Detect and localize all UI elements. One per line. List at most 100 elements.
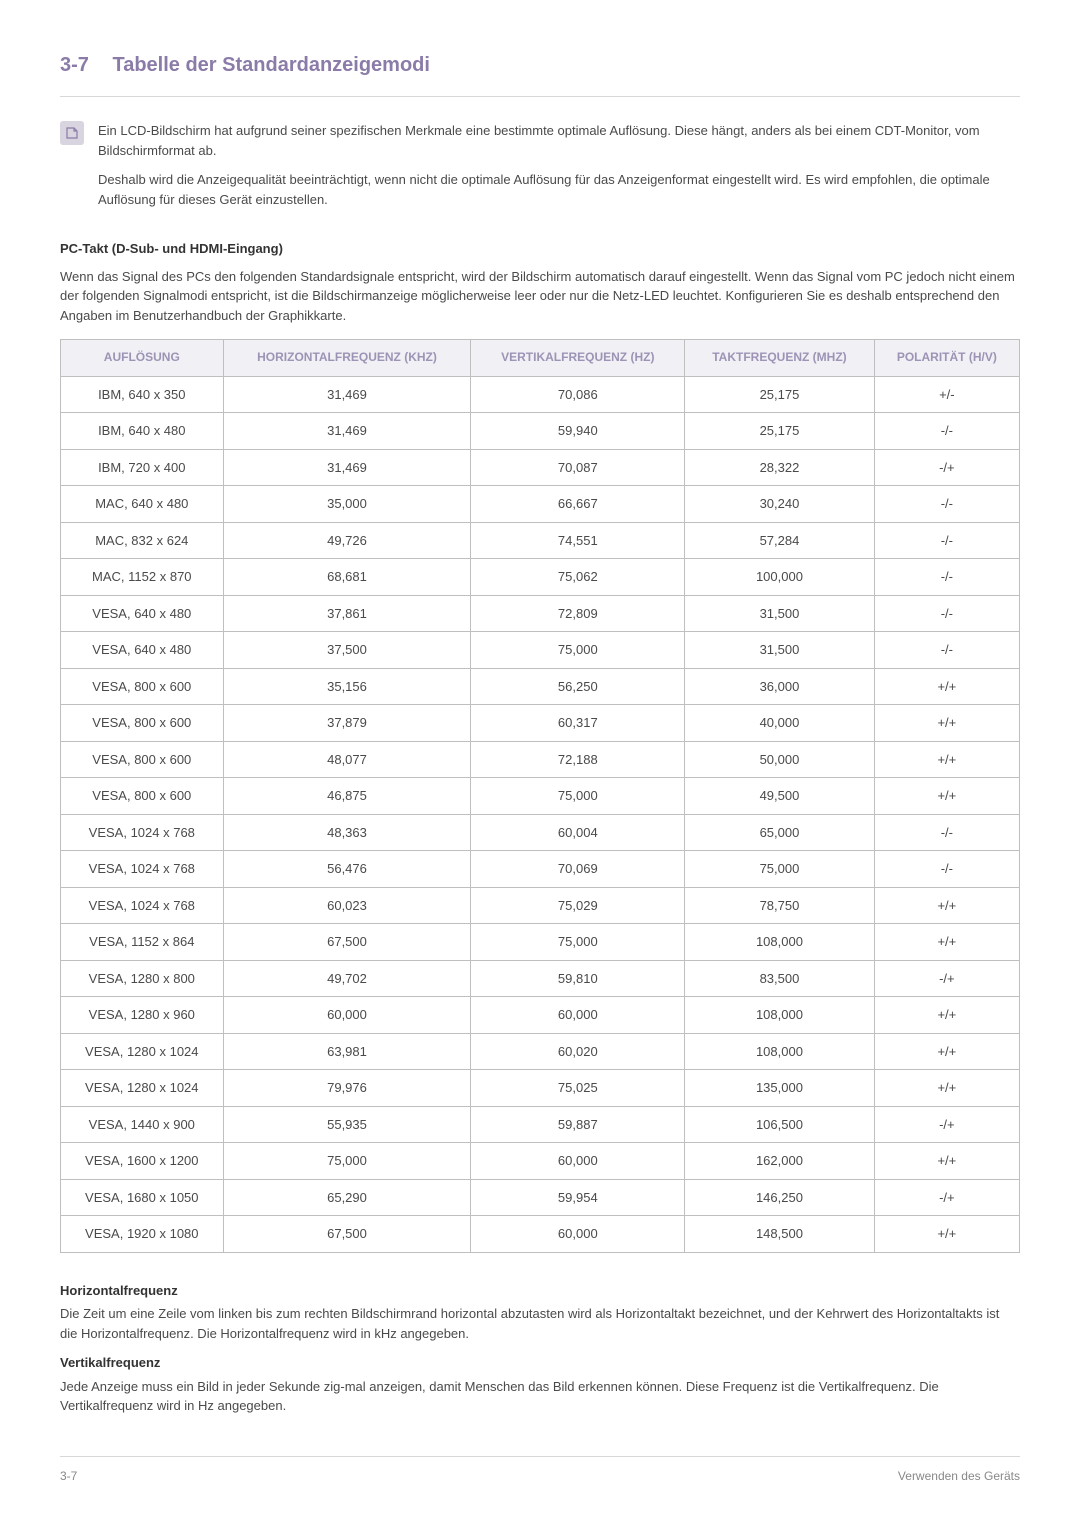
table-row: MAC, 832 x 62449,72674,55157,284-/-: [61, 522, 1020, 559]
table-cell: -/-: [874, 595, 1019, 632]
table-cell: VESA, 1152 x 864: [61, 924, 224, 961]
table-row: VESA, 1280 x 80049,70259,81083,500-/+: [61, 960, 1020, 997]
table-cell: 56,250: [471, 668, 685, 705]
table-cell: VESA, 1280 x 800: [61, 960, 224, 997]
footer-left: 3-7: [60, 1467, 77, 1485]
table-cell: VESA, 800 x 600: [61, 741, 224, 778]
pc-takt-heading: PC-Takt (D-Sub- und HDMI-Eingang): [60, 239, 1020, 259]
table-cell: -/-: [874, 851, 1019, 888]
table-cell: VESA, 1024 x 768: [61, 851, 224, 888]
note-block: Ein LCD-Bildschirm hat aufgrund seiner s…: [60, 121, 1020, 219]
table-cell: 60,000: [471, 1216, 685, 1253]
table-cell: VESA, 1280 x 1024: [61, 1070, 224, 1107]
table-cell: -/-: [874, 814, 1019, 851]
footer-right: Verwenden des Geräts: [898, 1467, 1020, 1485]
table-cell: 60,023: [223, 887, 471, 924]
table-cell: 40,000: [685, 705, 875, 742]
note-p1: Ein LCD-Bildschirm hat aufgrund seiner s…: [98, 121, 1020, 160]
table-cell: +/+: [874, 887, 1019, 924]
table-row: VESA, 640 x 48037,50075,00031,500-/-: [61, 632, 1020, 669]
table-cell: VESA, 640 x 480: [61, 632, 224, 669]
table-cell: +/+: [874, 924, 1019, 961]
table-cell: -/-: [874, 559, 1019, 596]
table-cell: MAC, 832 x 624: [61, 522, 224, 559]
table-cell: IBM, 640 x 480: [61, 413, 224, 450]
col-resolution: AUFLÖSUNG: [61, 340, 224, 377]
table-row: VESA, 1680 x 105065,29059,954146,250-/+: [61, 1179, 1020, 1216]
table-cell: 146,250: [685, 1179, 875, 1216]
table-row: IBM, 640 x 48031,46959,94025,175-/-: [61, 413, 1020, 450]
table-row: VESA, 1280 x 102479,97675,025135,000+/+: [61, 1070, 1020, 1107]
note-p2: Deshalb wird die Anzeigequalität beeintr…: [98, 170, 1020, 209]
table-cell: 65,290: [223, 1179, 471, 1216]
table-row: VESA, 1280 x 96060,00060,000108,000+/+: [61, 997, 1020, 1034]
table-cell: 75,000: [471, 632, 685, 669]
table-cell: 79,976: [223, 1070, 471, 1107]
table-cell: 60,020: [471, 1033, 685, 1070]
table-cell: 36,000: [685, 668, 875, 705]
table-cell: 108,000: [685, 1033, 875, 1070]
table-cell: 31,500: [685, 595, 875, 632]
table-cell: 59,954: [471, 1179, 685, 1216]
table-row: VESA, 1920 x 108067,50060,000148,500+/+: [61, 1216, 1020, 1253]
table-cell: 75,000: [471, 924, 685, 961]
table-cell: 31,500: [685, 632, 875, 669]
table-cell: 37,500: [223, 632, 471, 669]
table-cell: 60,317: [471, 705, 685, 742]
table-row: VESA, 640 x 48037,86172,80931,500-/-: [61, 595, 1020, 632]
table-cell: 75,000: [685, 851, 875, 888]
table-cell: 37,861: [223, 595, 471, 632]
table-cell: -/-: [874, 486, 1019, 523]
table-row: VESA, 1440 x 90055,93559,887106,500-/+: [61, 1106, 1020, 1143]
vfreq-body: Jede Anzeige muss ein Bild in jeder Seku…: [60, 1377, 1020, 1416]
table-cell: 65,000: [685, 814, 875, 851]
table-cell: +/+: [874, 1216, 1019, 1253]
table-cell: 70,087: [471, 449, 685, 486]
table-cell: 30,240: [685, 486, 875, 523]
table-cell: 49,500: [685, 778, 875, 815]
table-cell: 75,062: [471, 559, 685, 596]
table-cell: IBM, 720 x 400: [61, 449, 224, 486]
table-cell: 74,551: [471, 522, 685, 559]
note-icon: [60, 121, 84, 145]
table-cell: 68,681: [223, 559, 471, 596]
table-cell: VESA, 1024 x 768: [61, 814, 224, 851]
table-cell: 59,887: [471, 1106, 685, 1143]
table-cell: 50,000: [685, 741, 875, 778]
page-footer: 3-7 Verwenden des Geräts: [60, 1456, 1020, 1485]
table-cell: 106,500: [685, 1106, 875, 1143]
table-cell: 31,469: [223, 449, 471, 486]
table-cell: 49,702: [223, 960, 471, 997]
table-cell: -/-: [874, 522, 1019, 559]
table-cell: IBM, 640 x 350: [61, 376, 224, 413]
section-number: 3-7: [60, 54, 89, 76]
table-cell: 31,469: [223, 376, 471, 413]
table-cell: +/+: [874, 668, 1019, 705]
table-cell: 59,810: [471, 960, 685, 997]
table-cell: VESA, 800 x 600: [61, 705, 224, 742]
table-cell: VESA, 1440 x 900: [61, 1106, 224, 1143]
col-polarity: POLARITÄT (H/V): [874, 340, 1019, 377]
table-row: VESA, 1024 x 76848,36360,00465,000-/-: [61, 814, 1020, 851]
table-cell: 72,809: [471, 595, 685, 632]
table-header-row: AUFLÖSUNG HORIZONTALFREQUENZ (KHZ) VERTI…: [61, 340, 1020, 377]
table-cell: VESA, 640 x 480: [61, 595, 224, 632]
table-cell: 31,469: [223, 413, 471, 450]
table-row: VESA, 1152 x 86467,50075,000108,000+/+: [61, 924, 1020, 961]
table-cell: MAC, 1152 x 870: [61, 559, 224, 596]
table-cell: 108,000: [685, 997, 875, 1034]
table-cell: 60,000: [223, 997, 471, 1034]
table-cell: 63,981: [223, 1033, 471, 1070]
table-cell: VESA, 800 x 600: [61, 668, 224, 705]
table-cell: 60,004: [471, 814, 685, 851]
table-cell: -/+: [874, 1179, 1019, 1216]
table-cell: 59,940: [471, 413, 685, 450]
table-cell: 37,879: [223, 705, 471, 742]
table-cell: -/-: [874, 632, 1019, 669]
table-cell: -/-: [874, 413, 1019, 450]
table-cell: VESA, 1920 x 1080: [61, 1216, 224, 1253]
table-cell: +/+: [874, 997, 1019, 1034]
table-cell: +/+: [874, 1143, 1019, 1180]
pc-takt-body: Wenn das Signal des PCs den folgenden St…: [60, 267, 1020, 326]
table-cell: 83,500: [685, 960, 875, 997]
